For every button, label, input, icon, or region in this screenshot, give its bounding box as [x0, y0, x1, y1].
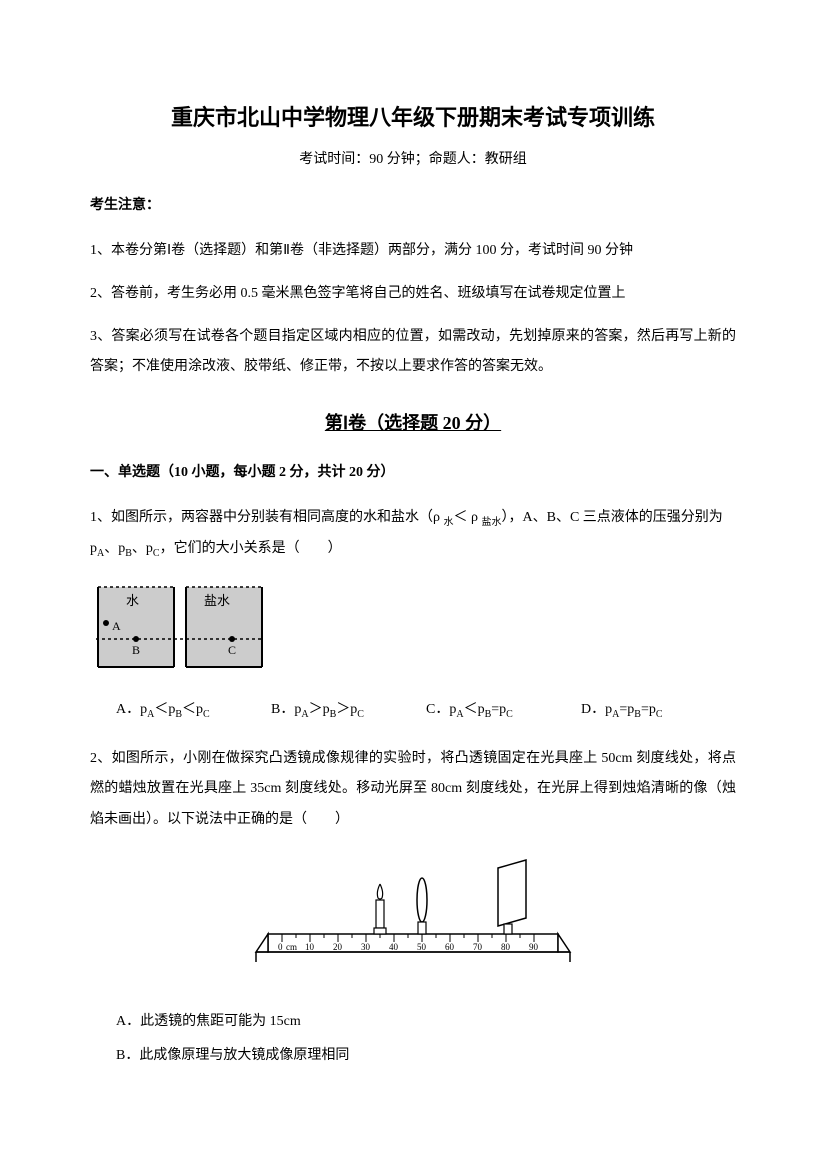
q1-t3: ），A、B、C 三点液体的压强分别为: [502, 510, 723, 525]
svg-text:40: 40: [389, 942, 399, 952]
part-1-title: 第Ⅰ卷（选择题 20 分）: [90, 409, 736, 435]
svg-text:10: 10: [305, 942, 315, 952]
svg-text:B: B: [132, 643, 140, 657]
svg-text:60: 60: [445, 942, 455, 952]
question-1-figure: 水 盐水 A B C: [90, 579, 736, 678]
svg-text:C: C: [228, 643, 236, 657]
svg-text:70: 70: [473, 942, 483, 952]
sub-salt: 盐水: [482, 517, 502, 528]
q1-option-b: B．pA＞pB＞pC: [271, 698, 426, 720]
notice-label: 考生注意：: [90, 194, 736, 214]
svg-text:80: 80: [501, 942, 511, 952]
q1-l2c: 、p: [132, 541, 153, 556]
optical-bench-diagram: 0 cm 10 20 30 40 50 60 70 80 90: [248, 850, 578, 980]
q1-t2: ＜ ρ: [454, 510, 482, 525]
section-1-title: 一、单选题（10 小题，每小题 2 分，共计 20 分）: [90, 461, 736, 481]
question-2-text: 2、如图所示，小刚在做探究凸透镜成像规律的实验时，将凸透镜固定在光具座上 50c…: [90, 744, 736, 836]
q1-l2b: 、p: [104, 541, 125, 556]
svg-text:30: 30: [361, 942, 371, 952]
sub-water: 水: [444, 517, 454, 528]
q2-option-a: A．此透镜的焦距可能为 15cm: [116, 1005, 736, 1039]
sub-b: B: [125, 548, 132, 559]
svg-text:A: A: [112, 619, 121, 633]
q2-option-b: B．此成像原理与放大镜成像原理相同: [116, 1039, 736, 1073]
note-3: 3、答案必须写在试卷各个题目指定区域内相应的位置，如需改动，先划掉原来的答案，然…: [90, 322, 736, 384]
svg-text:50: 50: [417, 942, 427, 952]
sub-c: C: [153, 548, 160, 559]
svg-text:cm: cm: [286, 942, 297, 952]
svg-text:水: 水: [126, 593, 139, 608]
note-1: 1、本卷分第Ⅰ卷（选择题）和第Ⅱ卷（非选择题）两部分，满分 100 分，考试时间…: [90, 236, 736, 267]
question-2-figure: 0 cm 10 20 30 40 50 60 70 80 90: [90, 850, 736, 985]
note-2: 2、答卷前，考生务必用 0.5 毫米黑色签字笔将自己的姓名、班级填写在试卷规定位…: [90, 279, 736, 310]
exam-title: 重庆市北山中学物理八年级下册期末考试专项训练: [90, 100, 736, 132]
exam-subtitle: 考试时间：90 分钟；命题人：教研组: [90, 148, 736, 168]
question-2-options: A．此透镜的焦距可能为 15cm B．此成像原理与放大镜成像原理相同: [90, 1005, 736, 1072]
q1-option-a: A．pA＜pB＜pC: [116, 698, 271, 720]
svg-text:90: 90: [529, 942, 539, 952]
question-1-text: 1、如图所示，两容器中分别装有相同高度的水和盐水（ρ 水＜ ρ 盐水），A、B、…: [90, 503, 736, 565]
svg-text:0: 0: [278, 942, 283, 952]
q1-t1: 1、如图所示，两容器中分别装有相同高度的水和盐水（ρ: [90, 510, 444, 525]
containers-diagram: 水 盐水 A B C: [90, 579, 270, 673]
q1-option-d: D．pA=pB=pC: [581, 698, 736, 720]
q1-l2a: p: [90, 541, 97, 556]
q1-option-c: C．pA＜pB=pC: [426, 698, 581, 720]
q1-l2d: ，它们的大小关系是（ ）: [160, 541, 342, 556]
question-1-options: A．pA＜pB＜pC B．pA＞pB＞pC C．pA＜pB=pC D．pA=pB…: [90, 698, 736, 720]
svg-text:20: 20: [333, 942, 343, 952]
svg-text:盐水: 盐水: [204, 593, 230, 608]
